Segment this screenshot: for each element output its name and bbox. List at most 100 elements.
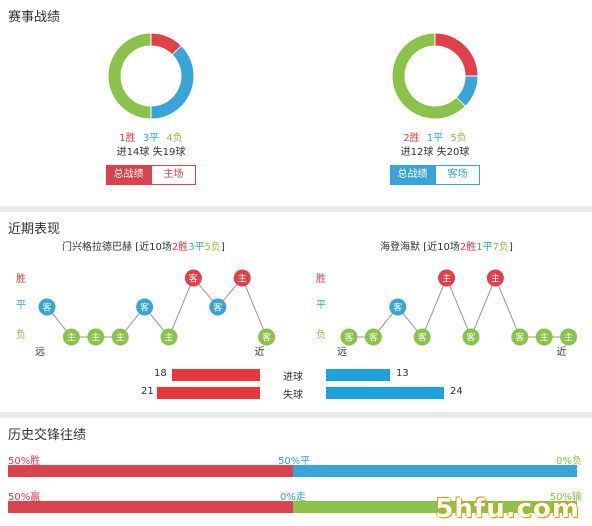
away-match-marker[interactable]: 主 — [560, 328, 578, 346]
away-recent-prefix: [近10场 — [423, 242, 460, 253]
h2h-handicap-loss-label: 50%输 — [549, 492, 582, 503]
away-recent-suffix: ] — [508, 242, 513, 253]
svg-text:主: 主 — [564, 332, 573, 344]
away-all-record-button[interactable]: 总战绩 — [390, 165, 435, 185]
home-recent-header: 门兴格拉德巴赫 [近10场2胜3平5负] — [62, 238, 225, 253]
h2h-win-label: 50%胜 — [8, 456, 41, 467]
away-match-marker[interactable]: 客 — [389, 298, 407, 316]
away-recent-draws: 1平 — [476, 242, 493, 253]
h2h-handicap-win-segment — [8, 501, 293, 513]
home-axis-near-label: 近 — [255, 345, 265, 358]
home-match-marker[interactable]: 客 — [136, 298, 154, 316]
away-win-slice — [434, 32, 479, 77]
home-record-block: 1胜 3平 4负 进14球 失19球 总战绩 主场 — [61, 30, 241, 185]
away-match-marker[interactable]: 客 — [340, 328, 358, 346]
svg-text:客: 客 — [140, 302, 149, 314]
away-axis-draw-label: 平 — [316, 300, 326, 311]
h2h-title: 历史交锋往绩 — [8, 428, 87, 443]
home-match-marker[interactable]: 主 — [160, 328, 178, 346]
h2h-handicap-win-label: 50%赢 — [8, 492, 41, 503]
home-match-marker[interactable]: 主 — [62, 328, 80, 346]
away-record-donut — [391, 32, 479, 120]
home-recent-prefix: [近10场 — [135, 242, 172, 253]
away-draws: 1平 — [426, 133, 444, 144]
home-recent-draws: 3平 — [188, 242, 205, 253]
scored-label: 进球 — [283, 372, 303, 383]
svg-text:主: 主 — [91, 332, 100, 344]
home-venue-record-button[interactable]: 主场 — [151, 165, 196, 185]
away-recent-header: 海登海默 [近10场2胜1平7负] — [380, 238, 513, 253]
home-axis-loss-label: 负 — [16, 328, 26, 341]
h2h-handicap-loss-segment — [292, 501, 577, 513]
home-record-donut — [107, 32, 195, 120]
svg-text:主: 主 — [491, 273, 500, 285]
away-scored-value: 13 — [396, 368, 409, 379]
record-title: 赛事战绩 — [8, 10, 61, 25]
home-goals-against: 失19球 — [152, 147, 186, 158]
h2h-draw-segment — [292, 465, 577, 477]
home-all-record-button[interactable]: 总战绩 — [106, 165, 151, 185]
away-match-marker[interactable]: 客 — [511, 328, 529, 346]
h2h-draw-label: 50%平 — [278, 456, 311, 467]
svg-text:主: 主 — [67, 332, 76, 344]
svg-text:主: 主 — [442, 273, 451, 285]
svg-text:客: 客 — [189, 273, 198, 285]
svg-text:客: 客 — [515, 332, 524, 344]
h2h-handicap-push-label: 0%走 — [280, 492, 306, 503]
away-conceded-bar — [326, 387, 444, 399]
away-losses: 5负 — [450, 133, 467, 144]
home-wins: 1胜 — [119, 133, 136, 144]
away-record-block: 2胜 1平 5负 进12球 失20球 总战绩 客场 — [345, 30, 525, 185]
away-match-marker[interactable]: 主 — [438, 269, 456, 287]
home-loss-slice — [107, 32, 152, 120]
record-panel: 赛事战绩 1胜 3平 4负 进14球 失19球 总战绩 主场 2胜 1平 5负 … — [0, 0, 592, 206]
away-trend-line — [349, 276, 569, 339]
away-match-marker[interactable]: 主 — [486, 269, 504, 287]
away-venue-record-button[interactable]: 客场 — [435, 165, 480, 185]
away-axis-win-label: 胜 — [316, 273, 326, 285]
home-trend-line — [46, 277, 268, 338]
home-trend-svg: 胜平负客主主主客主客客主客远近 — [16, 269, 276, 358]
away-match-marker[interactable]: 客 — [462, 328, 480, 346]
svg-text:客: 客 — [466, 332, 475, 344]
away-conceded-value: 24 — [450, 386, 463, 397]
home-team-name: 门兴格拉德巴赫 — [62, 242, 132, 253]
home-match-marker[interactable]: 客 — [184, 269, 202, 287]
h2h-loss-label: 0%负 — [556, 456, 582, 467]
away-match-marker[interactable]: 客 — [364, 328, 382, 346]
home-wdl-summary: 1胜 3平 4负 — [61, 132, 241, 146]
away-match-marker[interactable]: 客 — [413, 328, 431, 346]
svg-text:客: 客 — [369, 332, 378, 344]
h2h-panel: 历史交锋往绩 50%胜 50%平 0%负 50%赢 0%走 50%输 — [0, 418, 592, 526]
home-recent-losses: 5负 — [204, 242, 221, 253]
away-axis-loss-label: 负 — [316, 328, 326, 341]
home-recent-wins: 2胜 — [171, 242, 189, 253]
svg-text:主: 主 — [116, 332, 125, 344]
home-recent-suffix: ] — [220, 242, 225, 253]
home-goals-for: 进14球 — [116, 147, 150, 158]
away-wdl-summary: 2胜 1平 5负 — [345, 132, 525, 146]
home-match-marker[interactable]: 客 — [258, 328, 276, 346]
home-losses: 4负 — [166, 133, 183, 144]
away-team-name: 海登海默 — [380, 242, 420, 253]
home-match-marker[interactable]: 主 — [111, 328, 129, 346]
away-goals-summary: 进12球 失20球 — [345, 146, 525, 160]
home-scored-bar — [171, 369, 260, 381]
recent-title: 近期表现 — [8, 222, 61, 237]
svg-text:客: 客 — [393, 302, 402, 314]
home-match-marker[interactable]: 客 — [209, 298, 227, 316]
home-match-marker[interactable]: 客 — [38, 298, 56, 316]
away-record-toggle: 总战绩 客场 — [390, 165, 480, 185]
away-loss-slice — [391, 32, 467, 120]
away-goals-for: 进12球 — [400, 147, 434, 158]
home-match-marker[interactable]: 主 — [233, 269, 251, 287]
away-goals-against: 失20球 — [436, 147, 470, 158]
away-axis-near-label: 近 — [557, 345, 567, 358]
away-match-marker[interactable]: 主 — [535, 328, 553, 346]
home-match-marker[interactable]: 主 — [87, 328, 105, 346]
svg-text:客: 客 — [42, 302, 51, 314]
away-axis-far-label: 远 — [337, 346, 347, 358]
conceded-label: 失球 — [283, 390, 303, 401]
home-conceded-bar — [157, 387, 260, 399]
h2h-handicap-bar — [8, 501, 577, 513]
